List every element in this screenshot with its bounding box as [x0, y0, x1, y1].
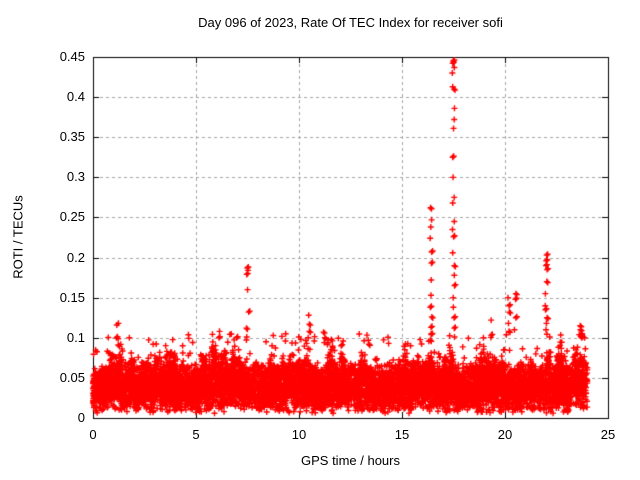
x-tick-label: 10 — [291, 427, 307, 442]
y-tick-label: 0 — [77, 410, 85, 425]
x-tick-label: 0 — [89, 427, 97, 442]
y-tick-label: 0.3 — [66, 169, 85, 185]
y-tick-label: 0.25 — [59, 209, 85, 225]
y-axis-label-text: ROTI / TECUs — [10, 195, 26, 279]
y-tick-label: 0.1 — [66, 329, 85, 345]
x-tick-label: 20 — [497, 427, 513, 442]
x-tick-label: 15 — [394, 427, 410, 442]
y-tick-label: 0.45 — [59, 49, 85, 64]
y-tick-label: 0.15 — [59, 289, 85, 305]
x-tick-label: 5 — [192, 427, 200, 442]
y-tick-label: 0.4 — [66, 89, 85, 105]
x-tick-label: 25 — [600, 427, 616, 442]
chart-title: Day 096 of 2023, Rate Of TEC Index for r… — [198, 15, 503, 30]
y-tick-label: 0.05 — [59, 369, 85, 385]
x-axis-label: GPS time / hours — [301, 453, 400, 468]
y-tick-label: 0.35 — [59, 129, 85, 145]
y-tick-label: 0.2 — [66, 249, 85, 265]
